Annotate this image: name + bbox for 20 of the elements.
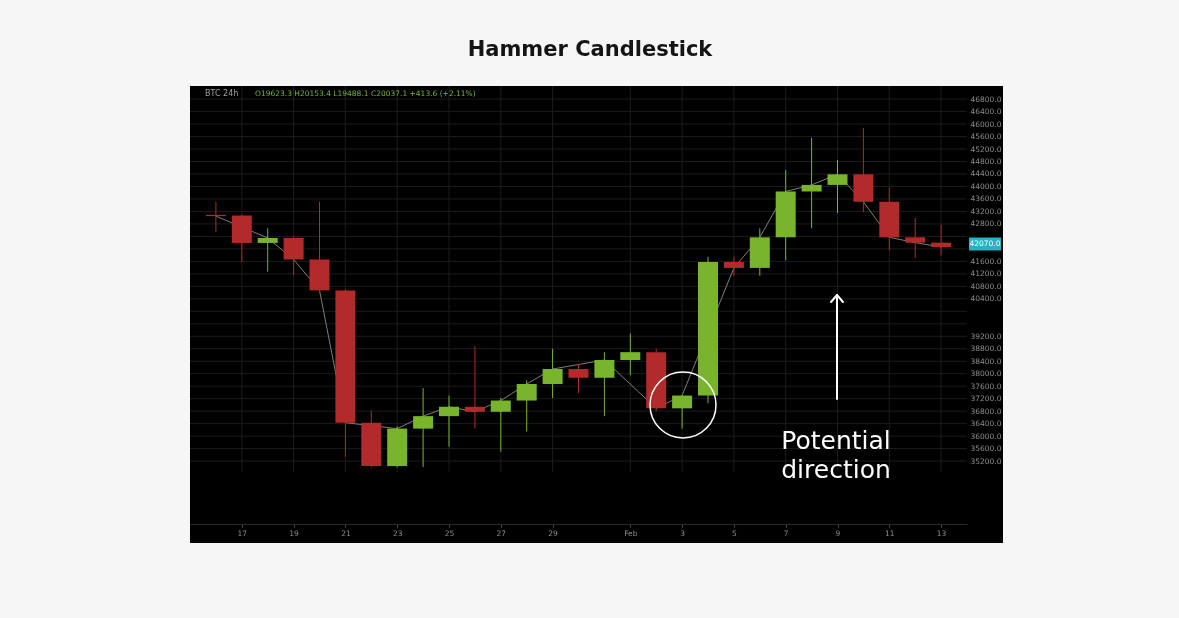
candlestick [490,397,511,453]
candlestick [413,387,434,468]
candlestick [257,227,278,273]
candlestick [620,332,641,376]
annotation: Potential direction [781,426,891,484]
candlestick [827,159,848,214]
candlestick [439,395,459,448]
candlestick [542,348,563,399]
candlestick [568,363,589,394]
chart-subtitle: BTC 24h [205,89,239,98]
candlestick [594,351,615,417]
chart-title: Hammer Candlestick [467,36,714,61]
candlestick [672,395,693,430]
candlestick [905,217,926,259]
candlestick [931,224,952,256]
candlestick [801,137,822,229]
candlestick [516,379,537,432]
candlestick [464,345,485,430]
candlestick [723,256,744,277]
candlestick [283,235,304,276]
